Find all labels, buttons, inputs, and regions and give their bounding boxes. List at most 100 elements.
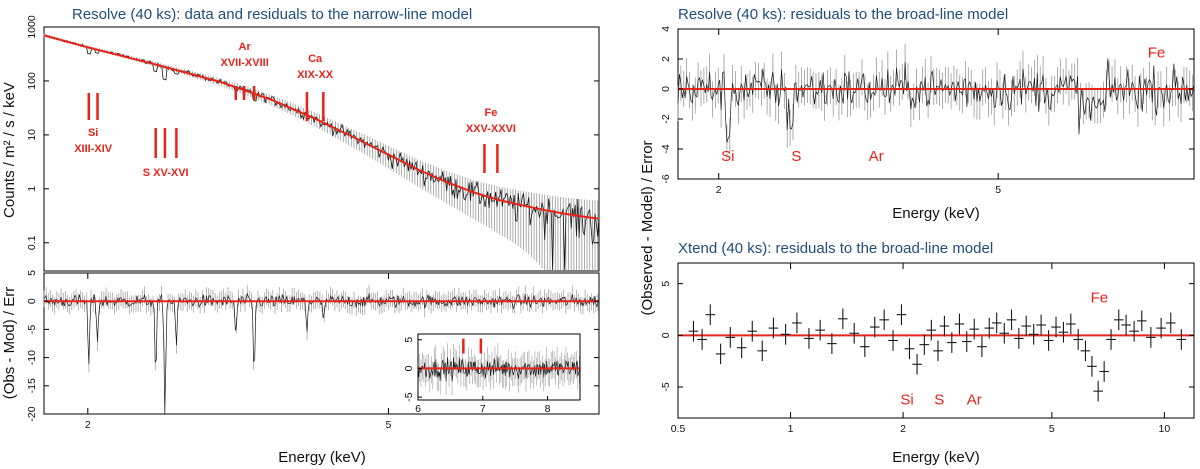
xtend-data-point [1156, 317, 1166, 339]
inset-zero-line [418, 338, 580, 370]
resolve-residuals-ticks: 5 0 -5 -10 -15 -20 2 5 [26, 270, 599, 431]
xtend-data-point [1146, 327, 1156, 348]
xtend-data-point [1165, 312, 1176, 334]
resolve-residuals-panel: 5 0 -5 -10 -15 -20 2 5 (Obs - Mod) / Err Energy… [1, 270, 600, 466]
inset-residuals-data [417, 343, 581, 396]
ytick-label: -5 [26, 325, 38, 334]
ytick-label: -10 [26, 350, 38, 365]
resolve-broad-element-label: Si [721, 148, 734, 165]
ion-label: Fe [484, 107, 497, 119]
xtend-broad-element-labels: Si S Ar Fe [900, 289, 1108, 408]
ion-label: S XV-XVI [143, 167, 189, 179]
ion-line-annotations: Si XIII-XIV S XV-XVI Ar XVII-XVIII Ca XIX-XX Fe… [74, 41, 516, 179]
xtend-data-point [768, 317, 779, 339]
residual-data-line [43, 292, 600, 415]
ytick-label: 5 [26, 270, 38, 276]
resolve-residuals-ylabel: (Obs - Mod) / Err [1, 287, 18, 400]
xtend-broad-element-label: S [934, 392, 944, 409]
right-panels-ylabel: (Observed - Model) / Error [639, 140, 656, 315]
xtend-data-point [879, 309, 889, 331]
resolve-spectrum-ylabel: Counts / m² / s / keV [1, 82, 18, 218]
resolve-inset-panel: 5 0 -56 7 8 [403, 333, 581, 415]
xtick-label: 2 [85, 419, 91, 431]
ytick-label: 100 [26, 72, 38, 90]
inset-background [418, 334, 580, 400]
xtend-data-point [919, 334, 930, 355]
xtend-data-point [827, 333, 837, 354]
resolve-broad-frame [677, 28, 1195, 180]
inset-xtick-label: 7 [480, 403, 486, 415]
xtick-label: 0.5 [671, 423, 686, 435]
inset-frame [417, 333, 581, 401]
xtend-data-point [792, 312, 802, 334]
xtick-label: 1 [788, 423, 794, 435]
ytick-label: 1 [26, 186, 38, 192]
ytick-label: -4 [660, 144, 672, 153]
xtend-data-point [697, 329, 707, 350]
ytick-label: 5 [660, 281, 672, 287]
xtend-broad-panel: Xtend (40 ks): residuals to the broad-li… [660, 240, 1195, 466]
xtend-data-point [947, 332, 957, 353]
ion-label: XIII-XIV [74, 143, 113, 155]
ion-label: XXV-XXVI [466, 123, 516, 135]
resolve-residuals-frame [43, 272, 600, 415]
spectrum-data-line [43, 34, 600, 270]
xtend-data-point [757, 340, 768, 362]
xtend-data-point [1113, 309, 1124, 331]
xtend-data-point [926, 319, 937, 341]
xtend-data-point [688, 320, 699, 342]
xtend-data-point [715, 343, 726, 365]
xtend-data-point [860, 336, 870, 358]
resolve-broad-data-line [677, 58, 1195, 143]
resolve-broad-xlabel: Energy (keV) [892, 205, 980, 222]
ytick-label: -6 [660, 174, 672, 183]
ion-label: Ca [308, 53, 323, 65]
xtend-data-point [780, 323, 791, 345]
resolve-broad-element-label: S [791, 148, 801, 165]
xtick-label: 5 [386, 419, 392, 431]
xtend-data-point [1136, 310, 1147, 332]
xtend-data-point [815, 319, 825, 341]
xtend-data-point [991, 312, 1002, 334]
xtend-data-point [804, 328, 814, 349]
xtend-data-point [1093, 380, 1103, 402]
narrow-line-model-curve [43, 34, 600, 220]
xtick-label: 10 [1159, 423, 1171, 435]
inset-xtick-label: 8 [545, 403, 551, 415]
inset-data-line [417, 356, 581, 382]
xtend-data-point [1176, 329, 1187, 350]
xtend-data-point [1036, 314, 1046, 336]
xtend-data-point [939, 315, 950, 337]
resolve-broad-data [677, 43, 1195, 161]
xtend-data-point [736, 337, 747, 359]
resolve-broad-element-label: Ar [869, 148, 884, 165]
xtend-data-point [969, 318, 980, 340]
ytick-label: 1000 [26, 15, 38, 39]
ytick-label: 0 [660, 86, 672, 92]
xtend-data-point [849, 322, 859, 344]
ytick-label: 2 [660, 56, 672, 62]
ytick-label: -5 [660, 382, 672, 391]
xtend-data-point [1073, 329, 1083, 350]
xtick-label: 5 [1049, 423, 1055, 435]
xtend-data-point [869, 316, 880, 338]
resolve-residuals-xlabel: Energy (keV) [278, 449, 366, 466]
xtick-label: 5 [995, 184, 1001, 196]
xtend-data-point [1129, 320, 1139, 342]
xtend-data-point [933, 340, 943, 362]
xtend-data-point [1099, 361, 1109, 382]
xtend-broad-frame [677, 262, 1195, 419]
ytick-label: 10 [26, 129, 38, 141]
inset-xtick-label: 6 [415, 403, 421, 415]
ion-label: Ar [239, 41, 252, 53]
xtend-data-point [961, 331, 972, 352]
xtend-data-point [1014, 328, 1024, 349]
resolve-broad-title: Resolve (40 ks): residuals to the broad-… [678, 6, 1008, 23]
narrow-line-model [43, 34, 600, 220]
xtend-data-point [1121, 314, 1131, 336]
xtend-data-point [888, 330, 898, 351]
xtend-data-point [838, 308, 848, 330]
inset-ytick-label: 0 [403, 365, 415, 371]
ytick-label: -2 [660, 114, 672, 123]
